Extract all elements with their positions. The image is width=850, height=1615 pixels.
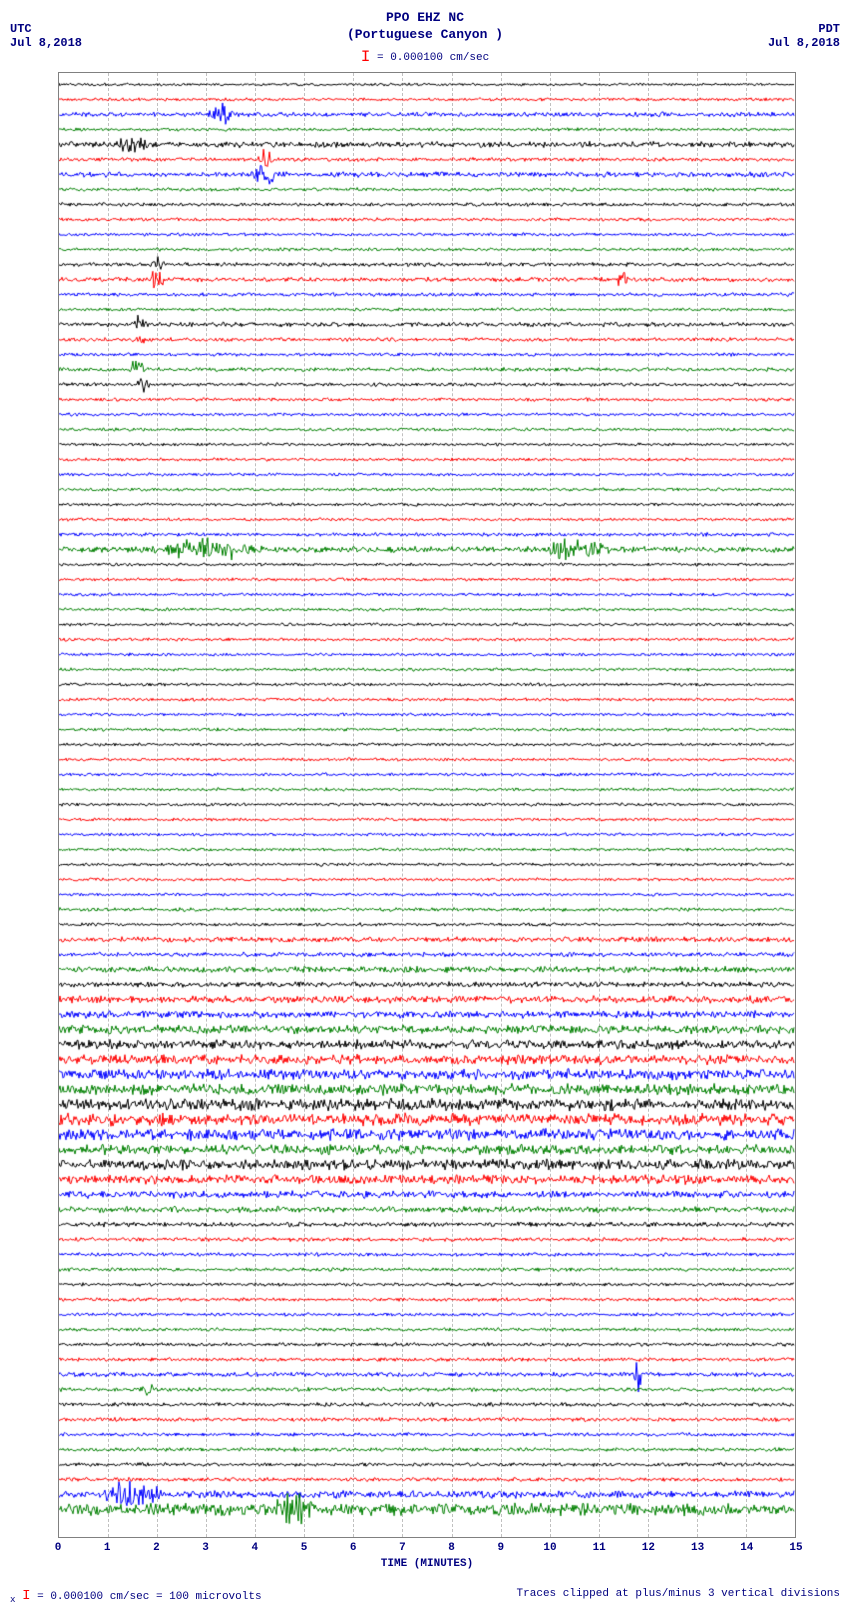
x-tick: 10 [543, 1542, 556, 1554]
scale-bar-icon: I [361, 48, 371, 66]
pdt-time-label: 17:15 [795, 1091, 796, 1103]
x-tick: 1 [104, 1542, 111, 1554]
day-break-label: Jul 9 [58, 1076, 59, 1088]
x-tick: 14 [740, 1542, 753, 1554]
utc-time-label: 01:00 [58, 1151, 59, 1163]
pdt-time-label: 11:15 [795, 731, 796, 743]
utc-time-label: 07:00 [58, 72, 59, 83]
utc-time-label: 16:00 [58, 611, 59, 623]
pdt-time-label: 05:15 [795, 371, 796, 383]
utc-time-label: 14:00 [58, 491, 59, 503]
utc-time-label: 11:00 [58, 311, 59, 323]
pdt-time-label: 02:15 [795, 191, 796, 203]
x-tick: 12 [642, 1542, 655, 1554]
footer-right: Traces clipped at plus/minus 3 vertical … [517, 1588, 840, 1605]
utc-time-label: 18:00 [58, 731, 59, 743]
location-title: (Portuguese Canyon ) [10, 27, 840, 44]
utc-time-label: 10:00 [58, 251, 59, 263]
x-tick: 8 [448, 1542, 455, 1554]
pdt-time-label: 14:15 [795, 911, 796, 923]
utc-time-label: 06:00 [58, 1451, 59, 1463]
pdt-time-label: 15:15 [795, 971, 796, 983]
utc-time-label: 08:00 [58, 131, 59, 143]
utc-time-label: 12:00 [58, 371, 59, 383]
utc-time-label: 13:00 [58, 431, 59, 443]
pdt-time-label: 23:15 [795, 1451, 796, 1463]
left-tz: UTC [10, 22, 32, 36]
left-timezone-block: UTC Jul 8,2018 [10, 22, 82, 50]
x-tick: 7 [399, 1542, 406, 1554]
trace-canvas [59, 1487, 795, 1532]
right-tz: PDT [818, 22, 840, 36]
pdt-time-label: 22:15 [795, 1391, 796, 1403]
scale-note: I = 0.000100 cm/sec [10, 48, 840, 66]
utc-time-label: 04:00 [58, 1331, 59, 1343]
left-date: Jul 8,2018 [10, 36, 82, 50]
pdt-time-label: 21:15 [795, 1331, 796, 1343]
pdt-time-label: 10:15 [795, 671, 796, 683]
pdt-time-label: 08:15 [795, 551, 796, 563]
utc-time-label: 15:00 [58, 551, 59, 563]
utc-time-label: 19:00 [58, 791, 59, 803]
pdt-time-label: 03:15 [795, 251, 796, 263]
pdt-time-label: 19:15 [795, 1211, 796, 1223]
right-timezone-block: PDT Jul 8,2018 [768, 22, 840, 50]
utc-time-label: 17:00 [58, 671, 59, 683]
pdt-time-label: 07:15 [795, 491, 796, 503]
plot-wrapper: 07:00 08:00 09:00 10:00 11:00 12:00 13:00 14:00… [10, 72, 840, 1538]
x-tick: 9 [497, 1542, 504, 1554]
station-title: PPO EHZ NC [10, 10, 840, 27]
utc-time-label: 02:00 [58, 1211, 59, 1223]
trace-row [59, 1502, 795, 1517]
x-tick: 2 [153, 1542, 160, 1554]
utc-time-label: 00:00 [58, 1091, 59, 1103]
pdt-time-label: 20:15 [795, 1271, 796, 1283]
x-tick: 3 [202, 1542, 209, 1554]
pdt-time-label: 06:15 [795, 431, 796, 443]
utc-time-label: 23:00 [58, 1031, 59, 1043]
x-tick: 15 [789, 1542, 802, 1554]
right-date: Jul 8,2018 [768, 36, 840, 50]
utc-time-label: 20:00 [58, 851, 59, 863]
pdt-time-label: 01:15 [795, 131, 796, 143]
pdt-time-label: 16:15 [795, 1031, 796, 1043]
x-axis-label: TIME (MINUTES) [381, 1558, 473, 1570]
x-axis: TIME (MINUTES) 0123456789101112131415 [58, 1542, 796, 1572]
pdt-time-label: 18:15 [795, 1151, 796, 1163]
pdt-time-label: 04:15 [795, 311, 796, 323]
x-tick: 0 [55, 1542, 62, 1554]
footer-left: x I = 0.000100 cm/sec = 100 microvolts [10, 1588, 262, 1605]
utc-time-label: 22:00 [58, 971, 59, 983]
footer: x I = 0.000100 cm/sec = 100 microvolts T… [10, 1588, 840, 1605]
scale-text: = 0.000100 cm/sec [377, 52, 489, 64]
x-tick: 13 [691, 1542, 704, 1554]
helicorder-plot: 07:00 08:00 09:00 10:00 11:00 12:00 13:00 14:00… [58, 72, 796, 1538]
x-tick: 11 [593, 1542, 606, 1554]
pdt-time-label: 09:15 [795, 611, 796, 623]
pdt-time-label: 00:15 [795, 72, 796, 83]
utc-time-label: 05:00 [58, 1391, 59, 1403]
utc-time-label: 21:00 [58, 911, 59, 923]
pdt-time-label: 13:15 [795, 851, 796, 863]
utc-time-label: 09:00 [58, 191, 59, 203]
x-tick: 5 [301, 1542, 308, 1554]
x-tick: 6 [350, 1542, 357, 1554]
utc-time-label: 03:00 [58, 1271, 59, 1283]
chart-header: UTC Jul 8,2018 PDT Jul 8,2018 PPO EHZ NC… [10, 10, 840, 66]
x-tick: 4 [251, 1542, 258, 1554]
pdt-time-label: 12:15 [795, 791, 796, 803]
